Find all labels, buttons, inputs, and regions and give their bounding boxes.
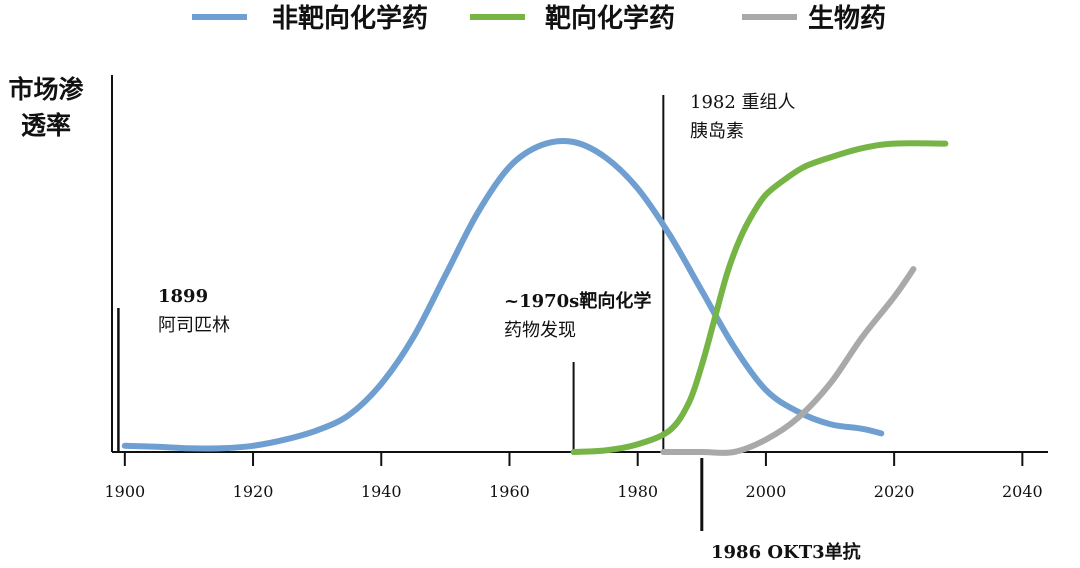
x-tick-label-2020: 2020 bbox=[874, 482, 915, 501]
x-tick-label-1960: 1960 bbox=[489, 482, 530, 501]
y-axis-label: 市场渗 bbox=[8, 75, 84, 104]
annotation-1986-label: 1986 OKT3单抗 bbox=[711, 541, 861, 563]
x-tick-label-1940: 1940 bbox=[361, 482, 402, 501]
annotation-1982-line2: 胰岛素 bbox=[690, 121, 744, 142]
series-line-1 bbox=[570, 140, 949, 455]
annotation-1982-line1: 1982 重组人 bbox=[690, 92, 796, 113]
series-line-0 bbox=[121, 137, 885, 452]
x-tick-label-2040: 2040 bbox=[1002, 482, 1043, 501]
legend-label-0: 非靶向化学药 bbox=[272, 3, 428, 34]
annotation-1970-line1: ~1970s靶向化学 bbox=[504, 290, 651, 312]
x-tick-label-1900: 1900 bbox=[104, 482, 145, 501]
x-tick-label-1980: 1980 bbox=[617, 482, 658, 501]
series-line-2 bbox=[660, 266, 917, 456]
annotation-1970-line2: 药物发现 bbox=[504, 320, 576, 341]
y-axis-label: 透率 bbox=[21, 111, 71, 140]
x-tick-label-1920: 1920 bbox=[233, 482, 274, 501]
annotation-1899-label: 阿司匹林 bbox=[158, 315, 230, 336]
legend-label-2: 生物药 bbox=[808, 4, 886, 34]
annotation-1899-year: 1899 bbox=[158, 286, 208, 307]
legend-label-1: 靶向化学药 bbox=[545, 3, 675, 34]
x-tick-label-2000: 2000 bbox=[746, 482, 787, 501]
